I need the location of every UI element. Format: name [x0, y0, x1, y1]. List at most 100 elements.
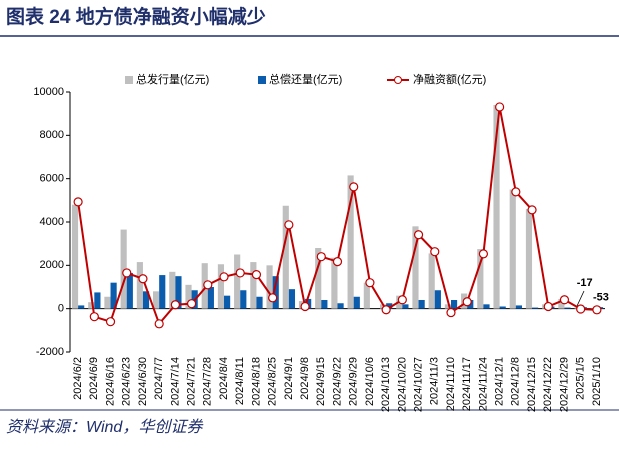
bar: [526, 209, 532, 309]
bar: [289, 289, 295, 309]
line-marker: [220, 273, 228, 281]
bar: [402, 304, 408, 308]
x-tick-label: 2024/9/1: [283, 357, 295, 400]
line-marker: [74, 198, 82, 206]
x-tick-label: 2024/6/9: [88, 357, 100, 400]
x-tick-label: 2024/10/13: [380, 357, 392, 412]
bar: [94, 292, 100, 308]
y-tick-label: 2000: [40, 259, 64, 271]
x-tick-label: 2024/11/10: [445, 357, 457, 411]
x-tick-label: 2025/1/10: [591, 357, 603, 406]
x-tick-label: 2024/11/24: [477, 357, 489, 411]
x-tick-label: 2024/6/23: [121, 357, 133, 406]
y-tick-label: 6000: [40, 173, 64, 185]
bar: [104, 297, 110, 309]
bar: [516, 305, 522, 308]
line-marker: [301, 303, 309, 311]
line-marker: [317, 253, 325, 261]
line-marker: [90, 313, 98, 321]
bar: [435, 290, 441, 308]
line-marker: [155, 320, 163, 328]
x-tick-label: 2024/6/2: [72, 357, 84, 400]
x-tick-label: 2024/6/16: [104, 357, 116, 406]
x-tick-label: 2024/12/29: [558, 357, 570, 412]
bar: [321, 300, 327, 309]
bar: [250, 262, 256, 309]
x-tick-label: 2024/9/8: [299, 357, 311, 400]
legend-swatch: [125, 76, 133, 84]
bar: [127, 273, 133, 309]
x-tick-label: 2024/11/17: [461, 357, 473, 411]
line-marker: [512, 188, 520, 196]
bar: [159, 275, 165, 309]
x-tick-label: 2024/12/1: [494, 357, 506, 406]
x-tick-label: 2024/10/6: [364, 357, 376, 406]
y-tick-label: 10000: [33, 86, 64, 98]
line-marker: [415, 231, 423, 239]
x-tick-label: 2024/9/22: [331, 357, 343, 406]
x-tick-label: 2024/11/3: [429, 357, 441, 405]
x-tick-label: 2024/7/28: [202, 357, 214, 406]
line-marker: [479, 250, 487, 258]
x-tick-label: 2024/8/18: [250, 357, 262, 406]
bar: [419, 300, 425, 309]
legend-label: 净融资额(亿元): [413, 72, 486, 86]
bar: [208, 287, 214, 309]
bar: [240, 290, 246, 308]
line-marker: [236, 269, 244, 277]
x-tick-label: 2024/7/14: [169, 357, 181, 406]
bar: [483, 304, 489, 308]
bar: [256, 297, 262, 309]
x-tick-label: 2024/10/20: [396, 357, 408, 412]
bar: [153, 291, 159, 308]
y-tick-label: -2000: [36, 346, 64, 358]
x-tick-label: 2024/9/29: [348, 357, 360, 406]
bar: [234, 255, 240, 309]
line-marker: [577, 305, 585, 313]
bar: [218, 264, 224, 308]
chart-title: 图表 24 地方债净融资小幅减少: [6, 5, 266, 28]
x-tick-label: 2024/8/11: [234, 357, 246, 405]
bar: [354, 297, 360, 309]
x-tick-label: 2024/9/15: [315, 357, 327, 406]
line-marker: [560, 296, 568, 304]
line-marker: [107, 318, 115, 326]
line-marker: [366, 279, 374, 287]
bar: [78, 305, 84, 308]
source: 资料来源：Wind，华创证券: [6, 418, 204, 436]
line-marker: [593, 306, 601, 314]
bar: [532, 308, 538, 309]
data-label: -53: [593, 292, 609, 304]
line-marker: [382, 306, 390, 314]
x-tick-label: 2024/10/27: [412, 357, 424, 412]
bar: [500, 307, 506, 309]
line-marker: [123, 269, 131, 277]
line-marker: [139, 275, 147, 283]
line-marker: [447, 309, 455, 317]
legend-swatch: [395, 77, 402, 84]
x-tick-label: 2024/12/15: [526, 357, 538, 412]
x-tick-label: 2025/1/5: [575, 357, 587, 400]
line-marker: [528, 206, 536, 214]
x-tick-label: 2024/8/4: [218, 357, 230, 400]
line-marker: [431, 248, 439, 256]
line-marker: [269, 294, 277, 302]
line-marker: [463, 298, 471, 306]
data-label: -17: [577, 277, 593, 289]
bar: [224, 296, 230, 309]
x-tick-label: 2024/7/7: [153, 357, 165, 400]
bar: [72, 205, 78, 309]
bar: [137, 262, 143, 309]
x-tick-label: 2024/6/30: [137, 357, 149, 406]
x-tick-label: 2024/12/22: [542, 357, 554, 412]
line-marker: [285, 221, 293, 229]
bar: [429, 253, 435, 308]
legend-label: 总发行量(亿元): [136, 72, 209, 86]
line-marker: [334, 258, 342, 266]
annotation-arrow: [577, 291, 584, 306]
line-marker: [252, 271, 260, 279]
line-marker: [171, 301, 179, 309]
legend-label: 总偿还量(亿元): [269, 72, 342, 86]
y-tick-label: 8000: [40, 129, 64, 141]
